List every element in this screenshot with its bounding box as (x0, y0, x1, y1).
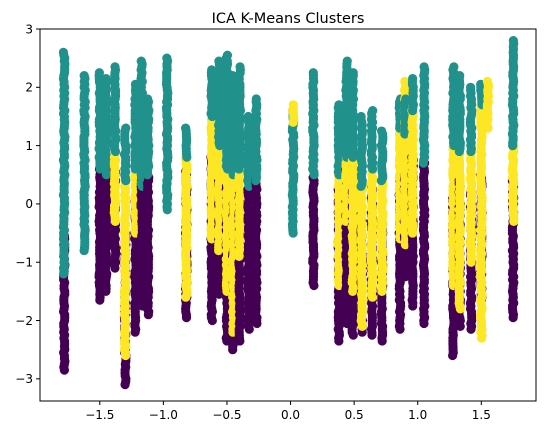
scatter-point (235, 62, 245, 72)
scatter-point (449, 62, 459, 72)
scatter-point (376, 126, 387, 136)
scatter-point (508, 36, 518, 46)
scatter-point (243, 111, 253, 122)
plot-frame (39, 28, 537, 402)
x-tick-label: 0.5 (345, 408, 364, 422)
scatter-point (348, 68, 358, 78)
scatter-point (251, 94, 261, 104)
scatter-point (400, 76, 410, 87)
x-tick-label: 0.0 (281, 408, 300, 422)
x-axis-ticks: −1.5 −1.0 −0.5 0.0 0.5 1.0 1.5 (85, 401, 491, 422)
scatter-point (143, 94, 153, 104)
y-tick-label: 0 (25, 197, 33, 211)
scatter-point (334, 100, 344, 110)
data-points (58, 36, 519, 390)
scatter-point (136, 56, 146, 66)
scatter-point (356, 111, 366, 122)
scatter-point (110, 62, 120, 72)
scatter-point (222, 50, 233, 60)
scatter-point (419, 62, 429, 72)
y-tick-label: −2 (15, 314, 33, 328)
scatter-point (455, 71, 465, 81)
scatter-point (342, 56, 352, 66)
x-tick-label: −1.0 (149, 408, 178, 422)
scatter-point (482, 76, 493, 87)
scatter-point (181, 123, 191, 133)
x-tick-label: 1.0 (408, 408, 427, 422)
scatter-point (101, 73, 111, 84)
y-tick-label: −1 (15, 256, 33, 270)
scatter-point (214, 56, 224, 66)
scatter-point (308, 68, 318, 78)
scatter-point (94, 68, 104, 78)
scatter-point (58, 47, 69, 57)
scatter-point (368, 106, 378, 116)
y-axis-ticks: −3 −2 −1 0 1 2 3 (15, 22, 40, 386)
scatter-point (162, 53, 172, 63)
scatter-point (121, 123, 131, 133)
scatter-point (207, 65, 217, 75)
scatter-point (408, 73, 418, 84)
scatter-point (465, 82, 476, 92)
x-tick-label: −1.5 (85, 408, 114, 422)
y-tick-label: 1 (25, 139, 33, 153)
x-tick-label: −0.5 (212, 408, 241, 422)
x-tick-label: 1.5 (472, 408, 491, 422)
scatter-point (79, 71, 89, 81)
y-tick-label: −3 (15, 372, 33, 386)
scatter-point (288, 100, 298, 110)
chart-title: ICA K-Means Clusters (212, 11, 365, 27)
y-tick-label: 2 (25, 81, 33, 95)
y-tick-label: 3 (25, 22, 33, 36)
